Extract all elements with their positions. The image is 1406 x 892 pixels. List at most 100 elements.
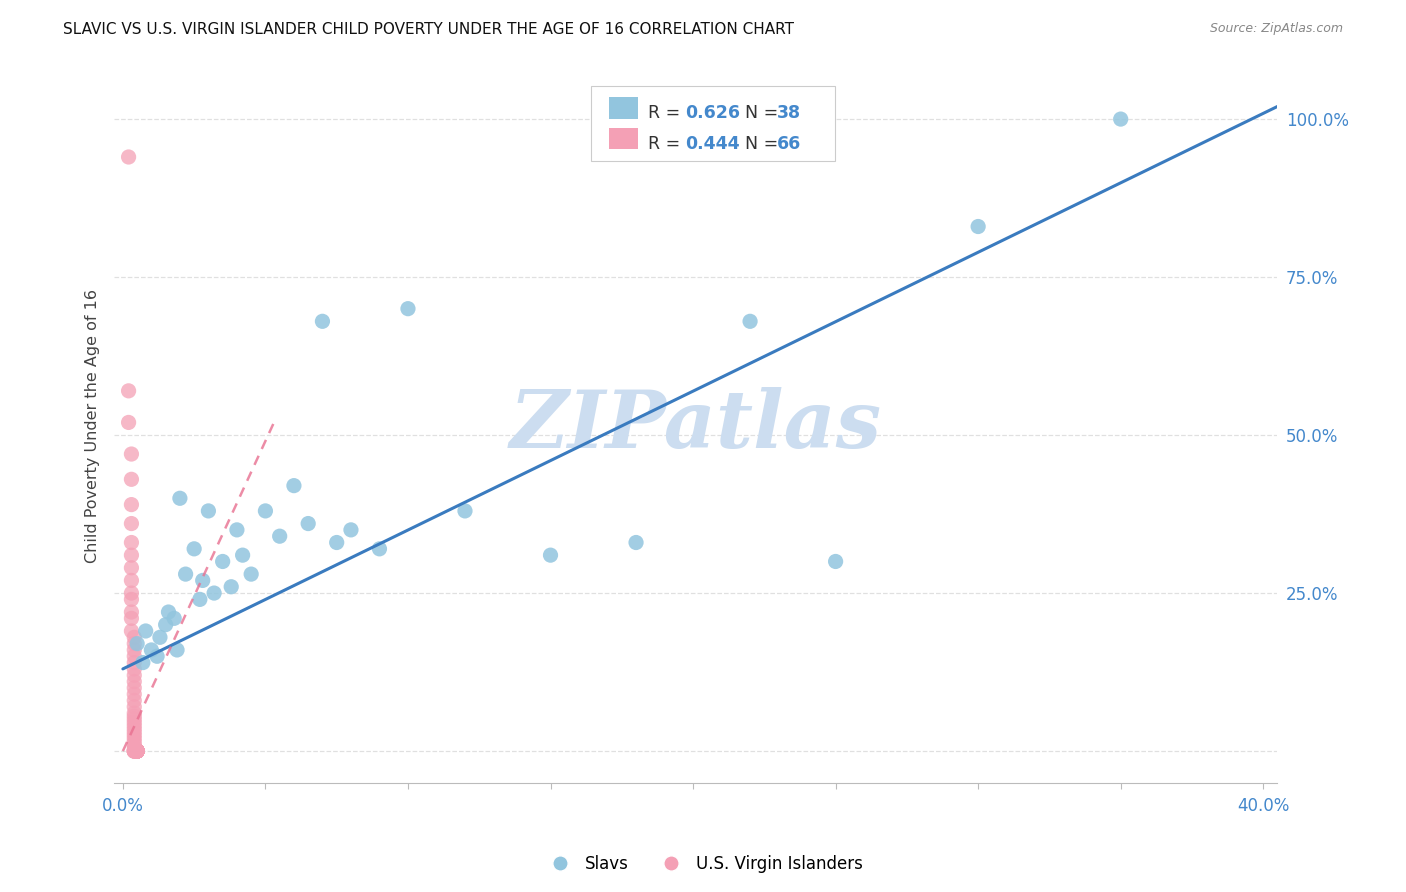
Point (127, 744, 149, 758)
Text: ZIPatlas: ZIPatlas (510, 387, 882, 465)
Point (396, 301, 419, 316)
Point (127, 637, 149, 651)
Point (163, 611, 186, 625)
Point (120, 586, 142, 600)
Point (127, 744, 149, 758)
Point (120, 548, 142, 562)
Point (127, 744, 149, 758)
Point (824, 554, 846, 568)
Point (127, 744, 149, 758)
Point (141, 643, 163, 657)
Point (124, 709, 146, 723)
Point (120, 624, 142, 638)
Point (149, 630, 172, 644)
Point (124, 722, 146, 736)
Point (127, 744, 149, 758)
Point (368, 541, 391, 556)
Point (127, 744, 149, 758)
Text: SLAVIC VS U.S. VIRGIN ISLANDER CHILD POVERTY UNDER THE AGE OF 16 CORRELATION CHA: SLAVIC VS U.S. VIRGIN ISLANDER CHILD POV… (63, 22, 794, 37)
Point (120, 516, 142, 531)
Point (120, 535, 142, 549)
Point (127, 744, 149, 758)
Point (120, 592, 142, 607)
Point (120, 472, 142, 486)
Point (117, 150, 139, 164)
Point (120, 561, 142, 575)
Point (297, 516, 319, 531)
Point (124, 740, 146, 755)
Point (124, 744, 146, 758)
Point (124, 706, 146, 720)
Point (240, 567, 263, 582)
Point (124, 738, 146, 752)
Point (124, 744, 146, 758)
Y-axis label: Child Poverty Under the Age of 16: Child Poverty Under the Age of 16 (86, 289, 100, 563)
Point (191, 574, 214, 588)
Point (127, 744, 149, 758)
Point (169, 491, 191, 506)
Point (135, 624, 157, 638)
Point (124, 668, 146, 682)
Text: R =: R = (648, 103, 686, 122)
Text: Source: ZipAtlas.com: Source: ZipAtlas.com (1209, 22, 1343, 36)
Point (127, 744, 149, 758)
Point (124, 725, 146, 739)
Point (124, 643, 146, 657)
Point (540, 548, 562, 562)
Point (124, 731, 146, 746)
Bar (609, 97, 638, 119)
Point (117, 416, 139, 430)
Point (124, 744, 146, 758)
Point (211, 554, 233, 568)
Point (269, 529, 291, 543)
Text: 0.444: 0.444 (686, 135, 740, 153)
Point (120, 611, 142, 625)
Point (127, 744, 149, 758)
Text: 38: 38 (778, 103, 801, 122)
Point (120, 498, 142, 512)
Point (124, 719, 146, 733)
Point (738, 314, 761, 328)
Point (124, 649, 146, 664)
Point (124, 699, 146, 714)
Point (311, 314, 333, 328)
Point (157, 605, 180, 619)
Text: N =: N = (745, 135, 783, 153)
Point (127, 744, 149, 758)
Point (127, 744, 149, 758)
Point (124, 681, 146, 695)
Point (127, 744, 149, 758)
Point (127, 744, 149, 758)
Point (124, 674, 146, 689)
Point (197, 504, 219, 518)
Point (127, 744, 149, 758)
Point (132, 656, 155, 670)
Point (124, 715, 146, 730)
Point (124, 630, 146, 644)
Text: N =: N = (745, 103, 783, 122)
Point (124, 656, 146, 670)
Point (124, 662, 146, 676)
Point (188, 592, 211, 607)
Point (202, 586, 225, 600)
Point (254, 504, 277, 518)
Point (124, 693, 146, 707)
Text: R =: R = (648, 135, 686, 153)
Point (127, 744, 149, 758)
Point (124, 728, 146, 742)
Point (325, 535, 347, 549)
Point (1109, 112, 1132, 126)
Point (124, 637, 146, 651)
Point (340, 523, 363, 537)
Point (127, 744, 149, 758)
FancyBboxPatch shape (591, 87, 835, 161)
Point (124, 713, 146, 727)
Legend: Slavs, U.S. Virgin Islanders: Slavs, U.S. Virgin Islanders (537, 848, 869, 880)
Point (232, 548, 254, 562)
Point (127, 744, 149, 758)
Point (219, 580, 242, 594)
Point (454, 504, 477, 518)
Point (124, 687, 146, 701)
Point (117, 384, 139, 398)
Point (183, 541, 205, 556)
